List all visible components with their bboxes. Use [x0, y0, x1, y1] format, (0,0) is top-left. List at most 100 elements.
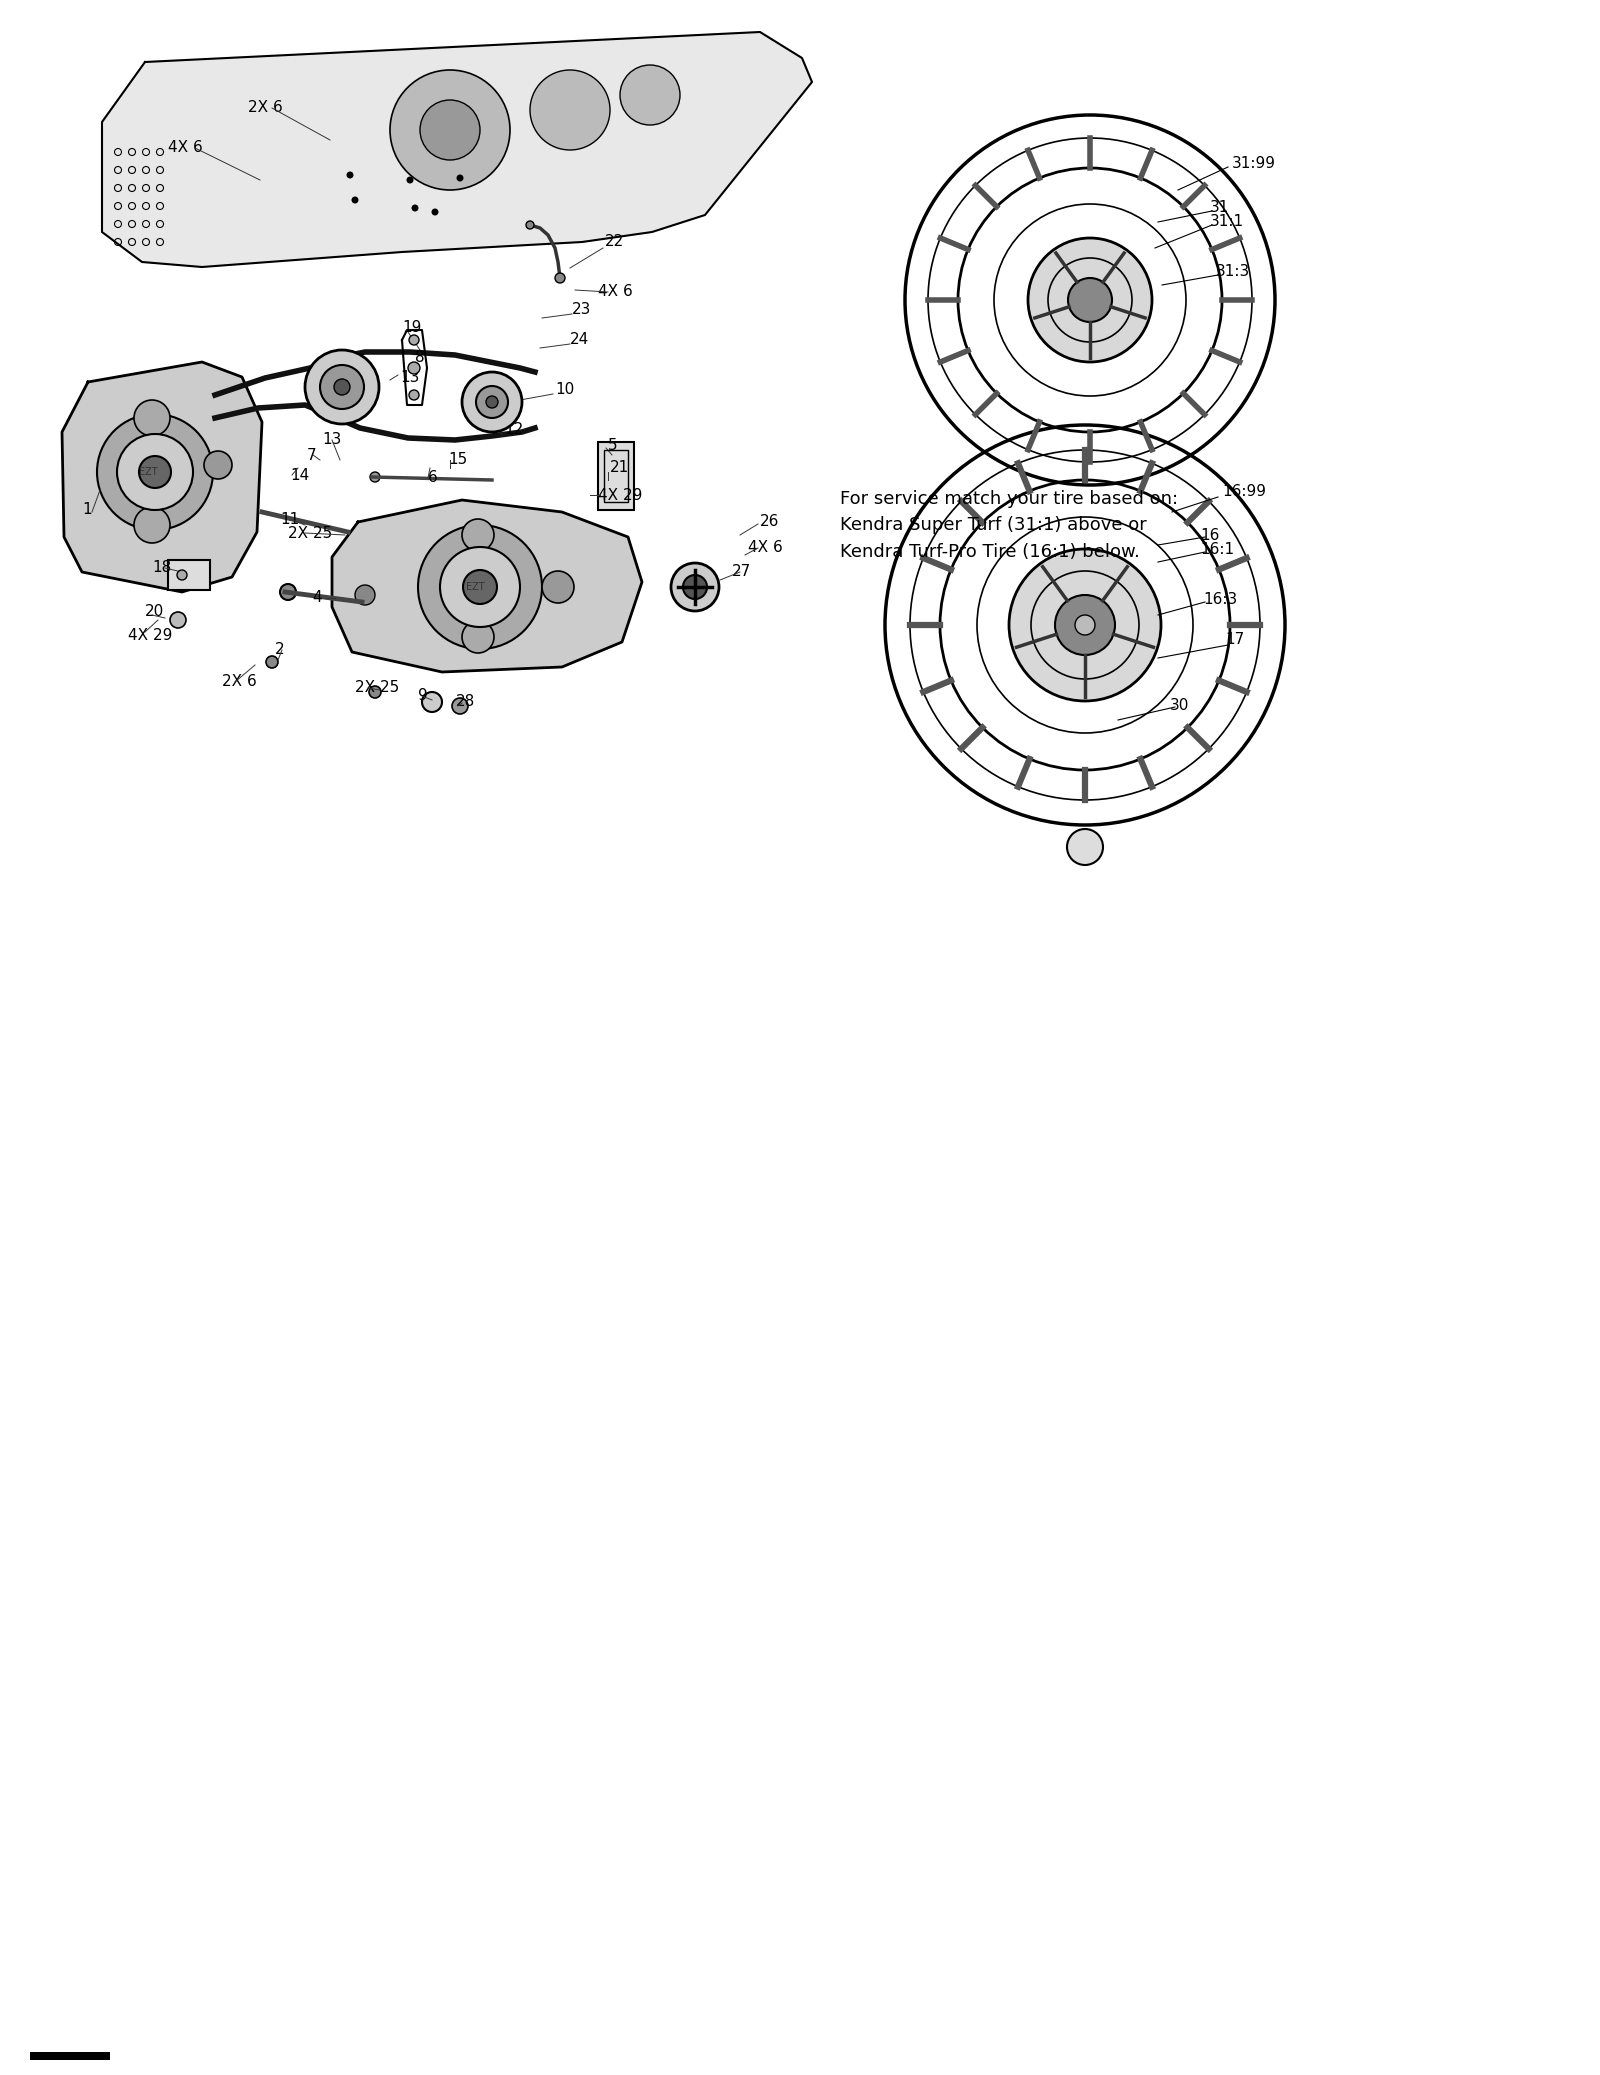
Circle shape: [670, 562, 718, 610]
Circle shape: [1010, 550, 1162, 701]
Circle shape: [440, 548, 520, 627]
Circle shape: [456, 174, 464, 181]
Text: 4X 6: 4X 6: [168, 141, 203, 156]
Text: 19: 19: [402, 320, 421, 336]
Text: 9: 9: [418, 689, 427, 703]
Text: 4X 6: 4X 6: [749, 540, 782, 556]
Bar: [168, 560, 210, 589]
Text: 31:99: 31:99: [1232, 156, 1277, 170]
Text: 31:3: 31:3: [1216, 264, 1250, 280]
Circle shape: [205, 450, 232, 479]
Circle shape: [530, 71, 610, 149]
Text: 16:1: 16:1: [1200, 542, 1234, 558]
Circle shape: [526, 222, 534, 228]
Circle shape: [462, 371, 522, 432]
Circle shape: [477, 386, 509, 417]
Text: 31:1: 31:1: [1210, 214, 1245, 230]
Circle shape: [453, 697, 467, 714]
Text: 21: 21: [610, 461, 629, 475]
Circle shape: [418, 525, 542, 649]
Text: 23: 23: [573, 303, 592, 317]
Text: 22: 22: [605, 234, 624, 249]
Circle shape: [178, 571, 187, 581]
Text: 5: 5: [608, 438, 618, 452]
Text: 12: 12: [504, 423, 523, 438]
Circle shape: [486, 396, 498, 409]
Text: 16: 16: [1200, 527, 1219, 542]
Text: 15: 15: [448, 452, 467, 467]
Text: 7: 7: [307, 448, 317, 463]
Text: EZT: EZT: [139, 467, 157, 477]
Circle shape: [1027, 239, 1152, 361]
Bar: [605, 450, 627, 502]
Text: 26: 26: [760, 515, 779, 529]
Text: 13: 13: [400, 371, 419, 386]
Circle shape: [422, 691, 442, 712]
Circle shape: [683, 575, 707, 600]
Circle shape: [117, 434, 194, 510]
Polygon shape: [102, 31, 813, 268]
Text: 17: 17: [1226, 633, 1245, 647]
Circle shape: [432, 208, 438, 216]
Circle shape: [419, 100, 480, 160]
Text: 11: 11: [280, 513, 299, 527]
Circle shape: [390, 71, 510, 191]
Text: 10: 10: [555, 382, 574, 398]
Circle shape: [355, 585, 374, 606]
Text: 30: 30: [1170, 697, 1189, 712]
Circle shape: [280, 583, 296, 600]
Circle shape: [370, 471, 381, 481]
Text: 31: 31: [1210, 199, 1229, 214]
Circle shape: [320, 365, 365, 409]
Bar: [598, 442, 634, 510]
Circle shape: [352, 197, 358, 203]
Circle shape: [170, 612, 186, 629]
Circle shape: [1067, 830, 1102, 865]
Circle shape: [134, 506, 170, 544]
Text: 4: 4: [312, 591, 322, 606]
Circle shape: [1069, 278, 1112, 322]
Polygon shape: [62, 361, 262, 591]
Text: For service match your tire based on:
Kendra Super Turf (31:1) above or
Kendra T: For service match your tire based on: Ke…: [840, 490, 1178, 560]
Text: 27: 27: [733, 564, 752, 579]
Text: 20: 20: [146, 604, 165, 620]
Text: 4X 6: 4X 6: [598, 284, 632, 299]
Circle shape: [410, 334, 419, 344]
Text: 2X 6: 2X 6: [222, 674, 256, 689]
Text: 16:3: 16:3: [1203, 593, 1237, 608]
Circle shape: [370, 687, 381, 697]
Text: 6: 6: [429, 471, 438, 486]
Text: 4X 29: 4X 29: [598, 488, 642, 502]
Text: 2: 2: [275, 643, 285, 658]
Circle shape: [334, 380, 350, 394]
Text: 2X 25: 2X 25: [288, 525, 333, 540]
Polygon shape: [333, 500, 642, 672]
Text: 28: 28: [456, 695, 475, 710]
Text: 8: 8: [414, 351, 424, 365]
Text: 1: 1: [82, 502, 91, 517]
Circle shape: [1075, 614, 1094, 635]
Circle shape: [410, 390, 419, 400]
Text: 18: 18: [152, 560, 171, 575]
Text: 4X 29: 4X 29: [128, 627, 173, 643]
Text: 13: 13: [322, 432, 341, 448]
Text: 2X 25: 2X 25: [355, 681, 400, 695]
Circle shape: [1054, 596, 1115, 656]
Text: 3: 3: [334, 371, 344, 386]
Circle shape: [134, 400, 170, 436]
Circle shape: [462, 571, 498, 604]
Bar: [30, 2052, 110, 2060]
Circle shape: [621, 64, 680, 124]
Text: 24: 24: [570, 332, 589, 347]
Circle shape: [266, 656, 278, 668]
Circle shape: [347, 172, 354, 178]
Circle shape: [462, 519, 494, 552]
Text: 16:99: 16:99: [1222, 483, 1266, 500]
Circle shape: [408, 361, 419, 373]
Circle shape: [139, 456, 171, 488]
Circle shape: [462, 620, 494, 654]
Text: EZT: EZT: [466, 581, 485, 591]
Circle shape: [542, 571, 574, 604]
Text: 14: 14: [290, 467, 309, 483]
Circle shape: [98, 415, 213, 529]
